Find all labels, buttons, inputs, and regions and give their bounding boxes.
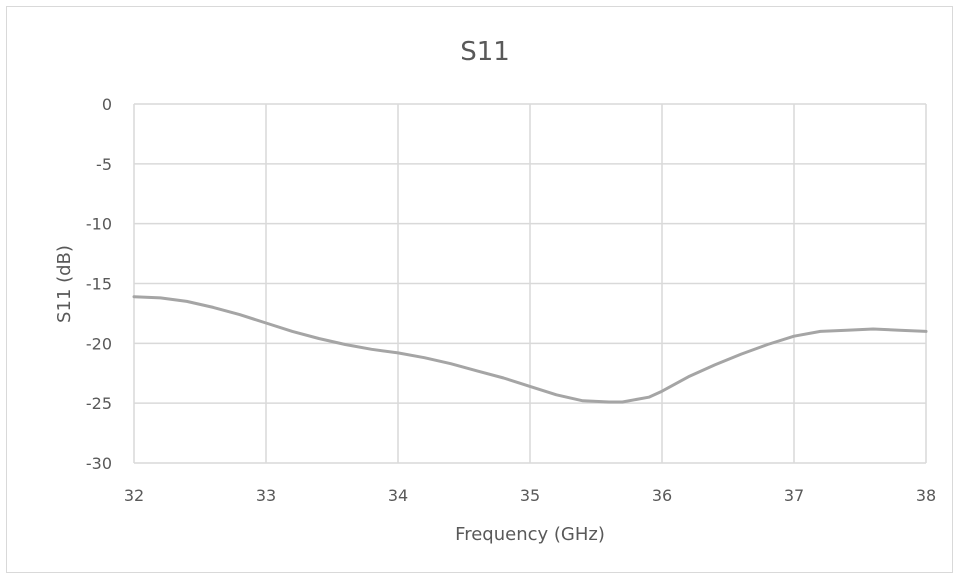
x-tick-label: 37 bbox=[784, 486, 804, 505]
y-tick-label: -30 bbox=[86, 454, 112, 473]
chart-title: S11 bbox=[460, 37, 510, 67]
y-tick-label: -20 bbox=[86, 334, 112, 353]
chart-area bbox=[6, 6, 953, 573]
gridlines bbox=[133, 103, 927, 464]
y-axis-ticks: 0 -5 -10 -15 -20 -25 -30 bbox=[86, 95, 112, 473]
x-tick-label: 34 bbox=[388, 486, 408, 505]
y-axis-label: S11 (dB) bbox=[54, 245, 75, 323]
y-tick-label: -10 bbox=[86, 215, 112, 234]
x-axis-label: Frequency (GHz) bbox=[455, 524, 605, 545]
x-tick-label: 32 bbox=[124, 486, 144, 505]
series-line bbox=[132, 295, 928, 404]
x-tick-label: 33 bbox=[256, 486, 276, 505]
x-tick-label: 36 bbox=[652, 486, 672, 505]
y-tick-label: -25 bbox=[86, 394, 112, 413]
x-tick-label: 38 bbox=[916, 486, 936, 505]
series-layer bbox=[132, 295, 928, 404]
x-tick-label: 35 bbox=[520, 486, 540, 505]
x-axis-ticks: 32 33 34 35 36 37 38 bbox=[124, 486, 936, 505]
y-tick-label: -5 bbox=[96, 155, 112, 174]
y-tick-label: 0 bbox=[102, 95, 112, 114]
y-tick-label: -15 bbox=[86, 275, 112, 294]
